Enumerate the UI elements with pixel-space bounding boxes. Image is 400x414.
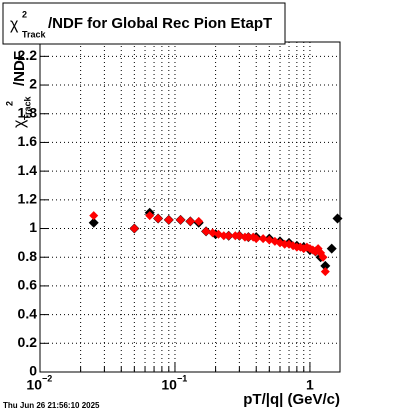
- y-label-symbol: χ: [11, 119, 28, 128]
- title-sup: 2: [22, 9, 27, 19]
- date: Thu Jun 26 21:56:10 2025: [3, 401, 100, 410]
- y-tick-label: 0.8: [18, 248, 38, 264]
- y-tick-label: 0.2: [18, 334, 38, 350]
- x-label: pT/|q| (GeV/c): [243, 391, 340, 408]
- y-label-sub: Track: [22, 95, 32, 120]
- data-point: [185, 216, 195, 226]
- plot-frame: [39, 41, 341, 373]
- data-point: [243, 232, 253, 242]
- data-point: [224, 231, 234, 241]
- y-tick-label: 1.4: [18, 162, 38, 178]
- data-point: [88, 217, 99, 228]
- data-point: [153, 213, 163, 223]
- x-tick-label: 10: [26, 377, 42, 393]
- y-tick-label: 2: [29, 76, 37, 92]
- data-point: [176, 215, 186, 225]
- y-label-sup: 2: [4, 101, 14, 106]
- data-point: [129, 224, 139, 234]
- y-tick-label: 2.2: [18, 47, 38, 63]
- y-tick-label: 1.6: [18, 133, 38, 149]
- x-tick-exponent: −1: [177, 373, 187, 383]
- x-tick-label: 10: [161, 377, 177, 393]
- x-tick-exponent: −2: [42, 373, 52, 383]
- plot-area: [39, 42, 343, 373]
- data-point: [164, 215, 174, 225]
- data-point: [326, 243, 337, 254]
- data-point: [318, 252, 328, 262]
- title-symbol: χ: [10, 16, 19, 33]
- y-tick-label: 0: [29, 363, 37, 379]
- data-point: [258, 234, 268, 244]
- data-point: [194, 216, 204, 226]
- data-point: [219, 231, 229, 241]
- data-point: [201, 226, 211, 236]
- y-label: /NDF: [11, 51, 28, 86]
- chart-title: /NDF for Global Rec Pion EtapT: [48, 15, 272, 32]
- y-tick-label: 1: [29, 219, 37, 235]
- data-point: [332, 213, 343, 224]
- x-tick-label: 1: [306, 377, 314, 393]
- data-point: [89, 211, 99, 221]
- data-point: [320, 260, 331, 271]
- data-point: [145, 211, 155, 221]
- y-tick-label: 0.4: [18, 305, 38, 321]
- y-tick-label: 0.6: [18, 277, 38, 293]
- y-tick-label: 1.2: [18, 191, 38, 207]
- y-tick-label: 1.8: [18, 104, 38, 120]
- data-point: [316, 248, 326, 258]
- data-point: [251, 234, 261, 244]
- title-sub: Track: [22, 29, 47, 39]
- title-box: [2, 2, 286, 45]
- data-point: [320, 267, 330, 277]
